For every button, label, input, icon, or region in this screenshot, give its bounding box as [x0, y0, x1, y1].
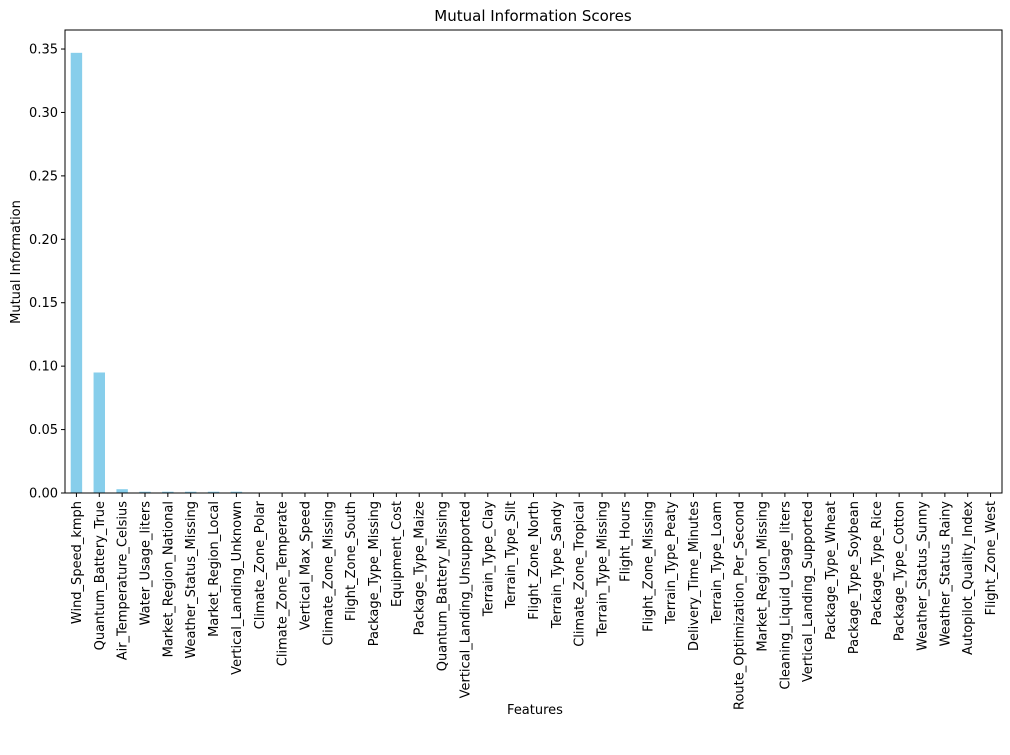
x-tick-label: Flight_Zone_North: [527, 501, 542, 620]
y-tick-label: 0.00: [29, 487, 58, 502]
x-tick-label: Route_Optimization_Per_Second: [733, 501, 748, 710]
x-axis-label: Features: [507, 703, 563, 718]
y-tick-label: 0.20: [29, 233, 58, 248]
y-axis: 0.00 0.05 0.10 0.15 0.20 0.25 0.30 0.35: [29, 43, 65, 502]
bar-Weather_Status_Missing: [184, 491, 197, 493]
x-tick-label: Quantum_Battery_Missing: [436, 501, 451, 671]
x-tick-label: Weather_Status_Missing: [184, 501, 199, 659]
x-tick-label: Climate_Zone_Tropical: [573, 501, 588, 647]
y-tick-label: 0.05: [29, 423, 58, 438]
plot-frame: [64, 29, 1003, 494]
plot-area: [70, 52, 243, 493]
x-tick-label: Delivery_Time_Minutes: [687, 501, 702, 651]
bar-Market_Region_National: [162, 491, 174, 493]
x-tick-label: Vertical_Landing_Unsupported: [458, 501, 473, 698]
x-tick-label: Package_Type_Missing: [367, 501, 382, 646]
x-tick-label: Package_Type_Wheat: [824, 501, 839, 640]
x-tick-label: Wind_Speed_kmph: [70, 501, 85, 624]
x-tick-label: Market_Region_Missing: [756, 501, 771, 652]
x-tick-label: Flight_Zone_West: [984, 501, 999, 615]
x-tick-label: Equipment_Cost: [390, 501, 405, 607]
y-axis-label: Mutual Information: [9, 200, 24, 324]
x-tick-label: Vertical_Landing_Unknown: [230, 501, 245, 675]
x-tick-label: Flight_Hours: [618, 501, 633, 582]
bar-Water_Usage_liters: [139, 491, 151, 493]
x-tick-label: Terrain_Type_Silt: [504, 501, 519, 609]
bars: [70, 52, 243, 493]
x-tick-label: Package_Type_Cotton: [893, 501, 908, 641]
y-tick-label: 0.15: [29, 296, 58, 311]
x-tick-label: Air_Temperature_Celsius: [116, 501, 131, 661]
x-tick-label: Water_Usage_liters: [138, 501, 153, 626]
chart-title: Mutual Information Scores: [434, 7, 632, 25]
bar-Air_Temperature_Celsius: [116, 489, 128, 493]
bar-Market_Region_Local: [207, 491, 220, 493]
bar-Wind_Speed_kmph: [70, 52, 83, 493]
bar-Vertical_Landing_Unknown: [230, 491, 243, 493]
x-tick-label: Package_Type_Maize: [413, 501, 428, 635]
x-tick-label: Market_Region_National: [161, 501, 176, 657]
x-tick-label: Market_Region_Local: [207, 501, 222, 637]
x-axis: Wind_Speed_kmph Quantum_Battery_True Air_T…: [70, 493, 999, 710]
y-tick-label: 0.10: [29, 360, 58, 375]
x-tick-label: Flight_Zone_Missing: [641, 501, 656, 632]
x-tick-label: Cleaning_Liquid_Usage_liters: [778, 501, 793, 690]
y-tick-label: 0.35: [29, 43, 58, 58]
x-tick-label: Climate_Zone_Missing: [321, 501, 336, 646]
bar-Quantum_Battery_True: [93, 372, 105, 493]
x-tick-label: Terrain_Type_Missing: [596, 501, 611, 637]
x-tick-label: Weather_Status_Sunny: [916, 501, 931, 651]
x-tick-label: Autopilot_Quality_Index: [961, 501, 976, 655]
x-tick-label: Weather_Status_Rainy: [938, 501, 953, 647]
y-tick-label: 0.25: [29, 169, 58, 184]
x-tick-label: Terrain_Type_Peaty: [664, 501, 679, 625]
x-tick-label: Terrain_Type_Loam: [710, 501, 725, 624]
x-tick-label: Vertical_Max_Speed: [298, 501, 313, 630]
x-tick-label: Vertical_Landing_Supported: [801, 501, 816, 682]
x-tick-label: Flight_Zone_South: [344, 501, 359, 621]
x-tick-label: Climate_Zone_Polar: [253, 500, 268, 629]
x-tick-label: Climate_Zone_Temperate: [276, 501, 291, 666]
x-tick-label: Package_Type_Soybean: [847, 501, 862, 654]
y-tick-label: 0.30: [29, 106, 58, 121]
x-tick-label: Package_Type_Rice: [870, 501, 885, 626]
x-tick-label: Terrain_Type_Sandy: [550, 501, 565, 630]
x-tick-label: Terrain_Type_Clay: [481, 501, 496, 618]
x-tick-label: Quantum_Battery_True: [93, 501, 108, 650]
